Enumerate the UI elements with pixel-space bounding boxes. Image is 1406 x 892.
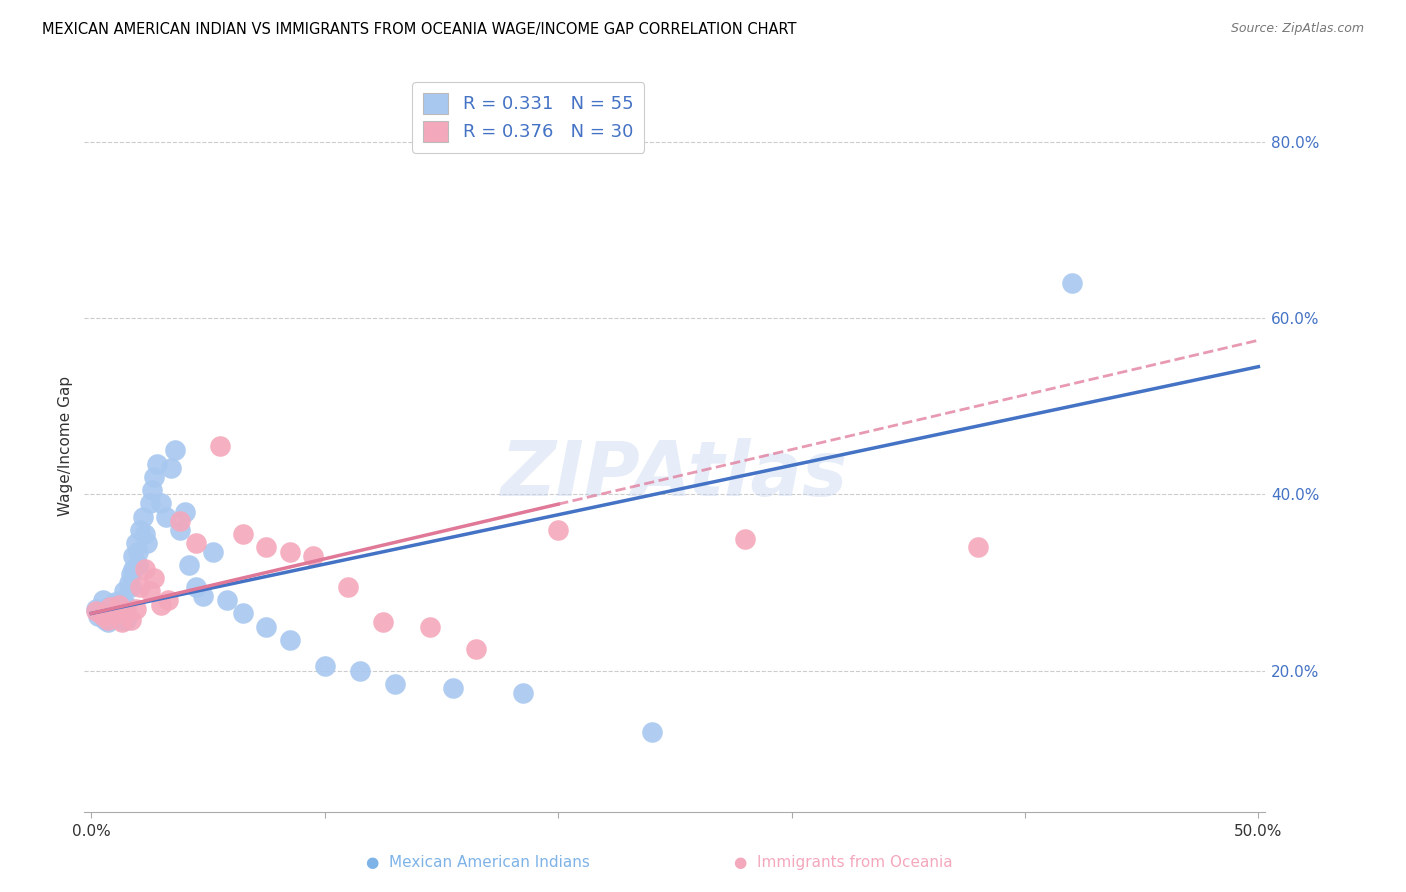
Point bbox=[91, 609, 114, 624]
Point bbox=[129, 580, 152, 594]
Point bbox=[138, 496, 160, 510]
Point bbox=[101, 598, 124, 612]
Point bbox=[734, 532, 756, 546]
Point bbox=[278, 545, 301, 559]
Point bbox=[159, 461, 181, 475]
Point bbox=[115, 613, 138, 627]
Point bbox=[208, 439, 231, 453]
Point bbox=[138, 584, 160, 599]
Point bbox=[111, 593, 134, 607]
Point bbox=[302, 549, 325, 563]
Point bbox=[104, 595, 127, 609]
Point bbox=[143, 571, 166, 585]
Point bbox=[97, 600, 120, 615]
Point bbox=[165, 443, 187, 458]
Point bbox=[441, 681, 464, 696]
Point bbox=[169, 514, 191, 528]
Point bbox=[201, 545, 224, 559]
Point bbox=[150, 598, 173, 612]
Point bbox=[115, 598, 138, 612]
Point bbox=[120, 580, 142, 594]
Point bbox=[967, 541, 990, 555]
Point bbox=[640, 725, 662, 739]
Point bbox=[186, 580, 208, 594]
Point bbox=[118, 575, 141, 590]
Point bbox=[193, 589, 215, 603]
Point bbox=[136, 536, 159, 550]
Point bbox=[143, 470, 166, 484]
Legend: R = 0.331   N = 55, R = 0.376   N = 30: R = 0.331 N = 55, R = 0.376 N = 30 bbox=[412, 82, 644, 153]
Point bbox=[134, 527, 156, 541]
Point bbox=[127, 545, 149, 559]
Point bbox=[84, 604, 107, 618]
Point bbox=[129, 523, 152, 537]
Text: Source: ZipAtlas.com: Source: ZipAtlas.com bbox=[1230, 22, 1364, 36]
Text: MEXICAN AMERICAN INDIAN VS IMMIGRANTS FROM OCEANIA WAGE/INCOME GAP CORRELATION C: MEXICAN AMERICAN INDIAN VS IMMIGRANTS FR… bbox=[42, 22, 797, 37]
Y-axis label: Wage/Income Gap: Wage/Income Gap bbox=[58, 376, 73, 516]
Point bbox=[111, 615, 134, 630]
Point bbox=[232, 527, 254, 541]
Point bbox=[97, 615, 120, 630]
Point bbox=[125, 602, 148, 616]
Point bbox=[278, 632, 301, 647]
Point bbox=[232, 607, 254, 621]
Point bbox=[90, 604, 112, 618]
Point bbox=[98, 600, 121, 615]
Point bbox=[155, 509, 177, 524]
Point bbox=[104, 607, 127, 621]
Point bbox=[122, 549, 145, 563]
Point bbox=[87, 609, 110, 624]
Point bbox=[1060, 276, 1083, 290]
Point bbox=[108, 598, 131, 612]
Point bbox=[384, 677, 406, 691]
Point bbox=[111, 613, 134, 627]
Text: ZIPAtlas: ZIPAtlas bbox=[501, 438, 849, 512]
Text: ●  Mexican American Indians: ● Mexican American Indians bbox=[366, 855, 591, 870]
Point bbox=[215, 593, 238, 607]
Point bbox=[337, 580, 360, 594]
Point bbox=[465, 641, 488, 656]
Point bbox=[512, 686, 534, 700]
Point bbox=[254, 620, 277, 634]
Point bbox=[134, 562, 156, 576]
Point bbox=[120, 566, 142, 581]
Point bbox=[104, 607, 127, 621]
Point bbox=[547, 523, 569, 537]
Point bbox=[94, 613, 117, 627]
Point bbox=[122, 562, 145, 576]
Point bbox=[371, 615, 394, 630]
Point bbox=[186, 536, 208, 550]
Point bbox=[314, 659, 336, 673]
Point bbox=[169, 523, 191, 537]
Point bbox=[419, 620, 441, 634]
Point bbox=[141, 483, 163, 497]
Point bbox=[120, 613, 142, 627]
Point bbox=[157, 593, 180, 607]
Point bbox=[115, 604, 138, 618]
Point bbox=[108, 609, 131, 624]
Point bbox=[91, 593, 114, 607]
Point bbox=[125, 536, 148, 550]
Point bbox=[84, 602, 107, 616]
Point bbox=[145, 457, 167, 471]
Point bbox=[127, 558, 149, 572]
Point bbox=[98, 611, 121, 625]
Point bbox=[132, 509, 155, 524]
Point bbox=[349, 664, 371, 678]
Point bbox=[112, 584, 135, 599]
Point bbox=[97, 613, 120, 627]
Text: ●  Immigrants from Oceania: ● Immigrants from Oceania bbox=[734, 855, 953, 870]
Point bbox=[179, 558, 201, 572]
Point bbox=[105, 602, 128, 616]
Point bbox=[150, 496, 173, 510]
Point bbox=[173, 505, 195, 519]
Point bbox=[254, 541, 277, 555]
